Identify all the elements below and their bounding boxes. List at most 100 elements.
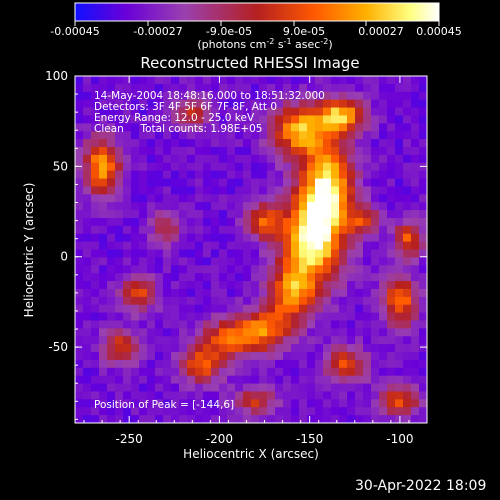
heatmap-cell	[355, 344, 364, 353]
heatmap-cell	[275, 312, 284, 322]
heatmap-cell	[243, 336, 252, 345]
heatmap-cell	[347, 83, 356, 93]
heatmap-cell	[139, 123, 148, 132]
heatmap-cell	[139, 344, 148, 353]
heatmap-cell	[115, 83, 124, 93]
heatmap-cell	[395, 194, 404, 203]
heatmap-cell	[339, 391, 348, 400]
heatmap-cell	[195, 194, 204, 203]
heatmap-cell	[363, 83, 372, 93]
heatmap-cell	[211, 146, 220, 156]
heatmap-cell	[203, 320, 212, 329]
heatmap-cell	[211, 178, 220, 188]
heatmap-cell	[371, 296, 380, 306]
heatmap-cell	[83, 154, 92, 164]
heatmap-cell	[195, 359, 204, 369]
heatmap-cell	[307, 288, 316, 298]
heatmap-cell	[203, 170, 212, 180]
heatmap-cell	[195, 344, 204, 353]
heatmap-cell	[347, 123, 356, 132]
heatmap-cell	[155, 178, 164, 188]
heatmap-cell	[243, 296, 252, 306]
heatmap-cell	[107, 391, 116, 400]
heatmap-cell	[363, 249, 372, 258]
heatmap-cell	[275, 139, 284, 148]
heatmap-cell	[147, 154, 156, 164]
heatmap-cell	[155, 320, 164, 329]
heatmap-cell	[147, 273, 156, 282]
heatmap-cell	[419, 336, 427, 345]
heatmap-cell	[163, 344, 172, 353]
heatmap-cell	[403, 186, 412, 195]
heatmap-cell	[131, 107, 140, 117]
heatmap-cell	[83, 186, 92, 195]
heatmap-cell	[395, 336, 404, 345]
heatmap-cell	[419, 320, 427, 329]
heatmap-cell	[283, 273, 292, 282]
heatmap-cell	[355, 202, 364, 211]
heatmap-cell	[267, 383, 276, 393]
heatmap-cell	[131, 367, 140, 377]
heatmap-cell	[123, 123, 132, 132]
heatmap-cell	[355, 241, 364, 251]
heatmap-cell	[371, 257, 380, 266]
heatmap-cell	[115, 146, 124, 156]
heatmap-cell	[107, 415, 116, 423]
heatmap-cell	[147, 115, 156, 124]
heatmap-cell	[147, 415, 156, 423]
heatmap-cell	[307, 265, 316, 274]
heatmap-cell	[227, 241, 236, 251]
heatmap-cell	[219, 107, 228, 117]
heatmap-cell	[139, 273, 148, 282]
heatmap-cell	[299, 99, 308, 109]
heatmap-cell	[83, 288, 92, 298]
heatmap-cell	[267, 83, 276, 93]
heatmap-cell	[411, 83, 420, 93]
heatmap-cell	[387, 194, 396, 203]
heatmap-cell	[163, 336, 172, 345]
heatmap-cell	[203, 154, 212, 164]
heatmap-cell	[123, 249, 132, 258]
heatmap-cell	[411, 123, 420, 132]
heatmap-cell	[99, 320, 108, 329]
heatmap-cell	[315, 407, 324, 416]
heatmap-cell	[419, 146, 427, 156]
heatmap-cell	[195, 131, 204, 140]
heatmap-cell	[363, 257, 372, 266]
heatmap-cell	[179, 281, 188, 290]
heatmap-cell	[291, 399, 300, 408]
heatmap-cell	[139, 178, 148, 188]
heatmap-cell	[299, 415, 308, 423]
heatmap-cell	[355, 257, 364, 266]
heatmap-cell	[243, 91, 252, 101]
heatmap-cell	[419, 312, 427, 322]
heatmap-cell	[99, 76, 108, 85]
heatmap-cell	[219, 225, 228, 235]
heatmap-cell	[395, 162, 404, 172]
heatmap-cell	[419, 76, 427, 85]
heatmap-cell	[187, 178, 196, 188]
heatmap-cell	[75, 170, 84, 180]
heatmap-cell	[83, 304, 92, 314]
heatmap-cell	[323, 217, 332, 227]
heatmap-cell	[235, 288, 244, 298]
heatmap-cell	[107, 131, 116, 140]
heatmap-cell	[227, 312, 236, 322]
heatmap-cell	[395, 99, 404, 109]
heatmap-cell	[323, 210, 332, 219]
heatmap-cell	[411, 328, 420, 337]
heatmap-cell	[299, 233, 308, 243]
heatmap-cell	[83, 249, 92, 258]
heatmap-cell	[259, 281, 268, 290]
heatmap-cell	[283, 288, 292, 298]
heatmap-cell	[211, 383, 220, 393]
heatmap-cell	[395, 296, 404, 306]
heatmap-cell	[163, 186, 172, 195]
heatmap-cell	[155, 146, 164, 156]
heatmap-cell	[219, 265, 228, 274]
heatmap-cell	[131, 162, 140, 172]
heatmap-cell	[419, 359, 427, 369]
heatmap-cell	[75, 281, 84, 290]
heatmap-cell	[219, 320, 228, 329]
heatmap-cell	[355, 233, 364, 243]
